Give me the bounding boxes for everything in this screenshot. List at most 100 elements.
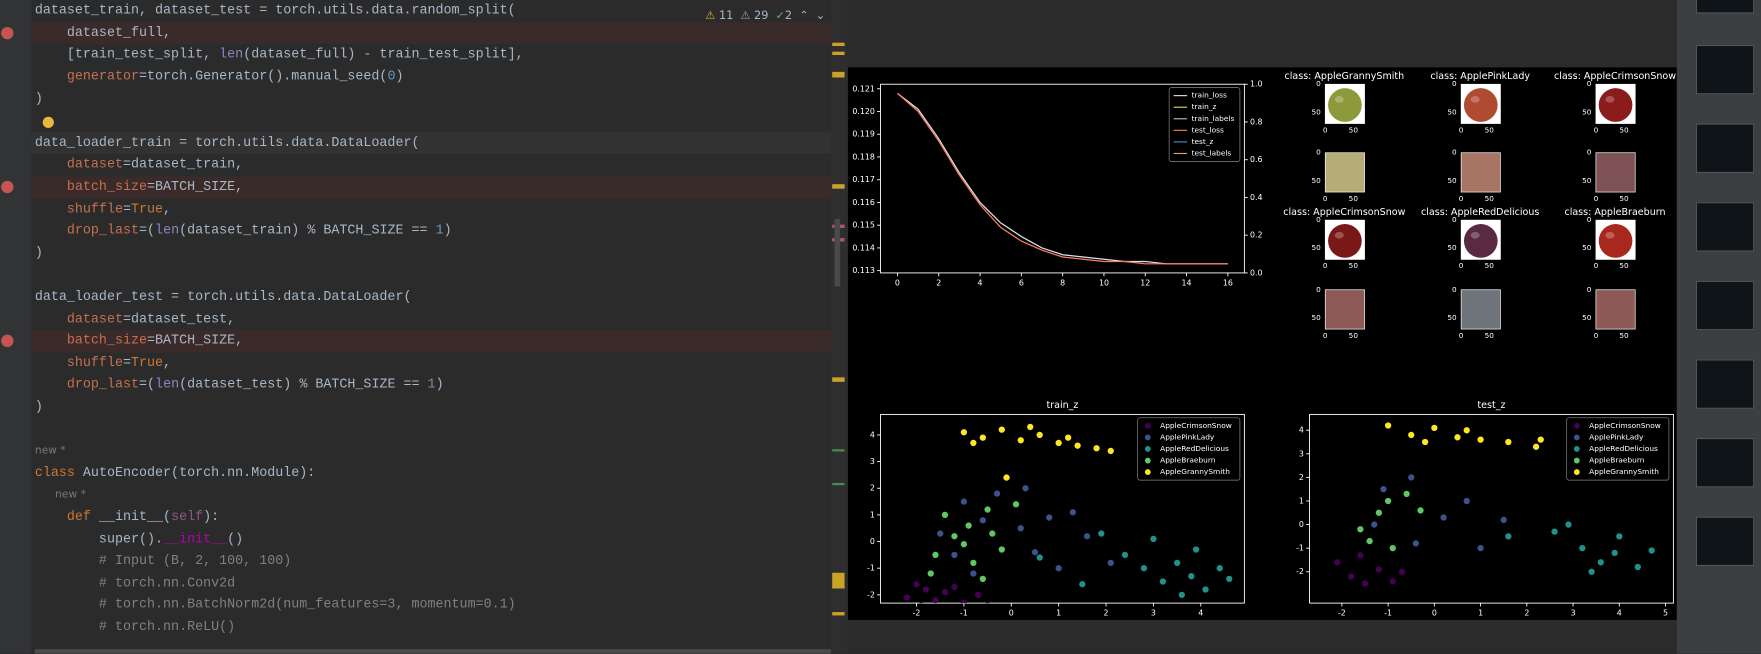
marker[interactable]	[832, 377, 845, 382]
breakpoint[interactable]	[1, 334, 14, 348]
x-tick-label: -2	[913, 609, 921, 618]
legend-label: train_loss	[1192, 91, 1227, 100]
mean-color-image	[1460, 152, 1501, 193]
scatter-point	[970, 439, 977, 447]
image-x-tick: 50	[1619, 331, 1629, 340]
scatter-point	[1408, 431, 1415, 439]
marker[interactable]	[832, 482, 845, 486]
prev-button[interactable]: ⌃	[799, 10, 809, 23]
icon: ⚠	[740, 10, 751, 23]
syntax-token: __init__	[163, 530, 228, 547]
marker[interactable]	[832, 449, 845, 452]
scatter-point	[1366, 537, 1373, 545]
scatter-point	[979, 575, 986, 582]
syntax-token: def	[66, 508, 91, 525]
scatter-point	[1150, 535, 1157, 543]
y-tick-label: 0.118	[852, 152, 875, 161]
scatter-point	[951, 551, 958, 559]
marker[interactable]	[832, 612, 845, 616]
legend-label: test_z	[1192, 137, 1214, 146]
code-line: data_loader_train = torch.utils.data.Dat…	[34, 134, 420, 151]
scatter-point	[1408, 474, 1415, 481]
legend-swatch	[1573, 446, 1580, 452]
y-tick-label: 3	[870, 457, 875, 466]
h-scrollbar[interactable]	[34, 649, 832, 654]
scatter-point	[1361, 580, 1369, 587]
scatter-point	[993, 490, 1001, 497]
thumbnail[interactable]	[1695, 202, 1755, 252]
x-tick-label: -1	[960, 609, 968, 618]
image-x-tick: 0	[1459, 194, 1464, 203]
y-tick-label: 0.120	[852, 107, 875, 116]
image-y-tick: 50	[1447, 107, 1457, 116]
marker[interactable]	[832, 51, 845, 56]
syntax-token: class	[34, 464, 75, 481]
scatter-point	[1648, 547, 1655, 554]
legend-label: AppleRedDelicious	[1160, 444, 1229, 453]
image-y-tick: 50	[1582, 176, 1592, 185]
legend-swatch	[1144, 457, 1151, 464]
apple-highlight	[1470, 231, 1480, 239]
scatter-point	[1055, 439, 1062, 447]
marker[interactable]	[832, 42, 845, 47]
scatter-point	[1588, 568, 1595, 575]
syntax-token: # Input (B, 2, 100, 100)	[98, 552, 292, 569]
thumbnail[interactable]	[1695, 280, 1755, 331]
scatter-point	[965, 522, 972, 529]
syntax-token: True	[130, 354, 164, 371]
scatter-point	[1454, 434, 1461, 441]
x-tick-label: 5	[1663, 609, 1668, 618]
y-tick-label: 3	[1299, 449, 1304, 458]
scatter-point	[941, 589, 949, 596]
image-y-tick: 50	[1582, 107, 1592, 116]
thumbnail[interactable]	[1695, 438, 1755, 488]
marker[interactable]	[832, 184, 845, 189]
next-button[interactable]: ⌄	[815, 10, 826, 23]
image-x-tick: 0	[1594, 261, 1599, 270]
legend-box	[1566, 417, 1670, 481]
scatter-point	[970, 570, 977, 577]
thumbnail[interactable]	[1695, 123, 1755, 173]
apple-highlight	[1334, 96, 1344, 103]
gutter	[0, 0, 32, 654]
scatter-point	[1357, 552, 1364, 559]
scatter-point	[1216, 565, 1223, 572]
thumbnail[interactable]	[1695, 359, 1755, 409]
scatter-point	[937, 530, 944, 537]
apple-image	[1328, 88, 1362, 122]
scroll-thumb[interactable]	[834, 219, 841, 287]
y-tick-label: 2	[1299, 473, 1304, 482]
image-x-tick: 0	[1594, 331, 1599, 340]
thumbnail[interactable]	[1695, 44, 1755, 95]
scatter-point	[1022, 485, 1029, 492]
image-title: class: AppleCrimsonSnow	[1554, 71, 1676, 82]
scatter-point	[1398, 568, 1406, 575]
scatter-point	[1565, 521, 1572, 528]
scatter-point	[960, 429, 968, 436]
inspection-widget[interactable]: ⚠ 11 ⚠ 29 ✓2 ⌃ ⌄	[705, 10, 825, 22]
x-tick-label: 3	[1151, 609, 1156, 618]
scatter-point	[1064, 434, 1072, 441]
scatter-point	[941, 511, 949, 519]
marker[interactable]	[832, 71, 845, 78]
syntax-token: 1	[435, 222, 444, 239]
scatter-point	[1107, 447, 1114, 455]
legend-label: test_labels	[1192, 148, 1232, 157]
x-tick-label: 14	[1182, 279, 1192, 288]
legend-swatch	[1573, 434, 1580, 441]
scatter-point	[1611, 549, 1618, 557]
image-x-tick: 0	[1459, 331, 1464, 340]
scatter-point	[998, 546, 1005, 553]
thumbnail[interactable]	[1695, 0, 1755, 14]
thumbnail[interactable]	[1695, 516, 1755, 567]
breakpoint[interactable]	[1, 180, 14, 194]
intention-bulb[interactable]	[42, 116, 54, 129]
syntax-token: self	[171, 508, 204, 525]
legend-swatch	[1573, 457, 1580, 464]
code-editor: ⚠ 11 ⚠ 29 ✓2 ⌃ ⌄ dataset_train, dataset_…	[0, 0, 848, 654]
marker[interactable]	[832, 572, 845, 589]
image-y-tick: 0	[1587, 148, 1592, 157]
breakpoint[interactable]	[1, 26, 14, 40]
